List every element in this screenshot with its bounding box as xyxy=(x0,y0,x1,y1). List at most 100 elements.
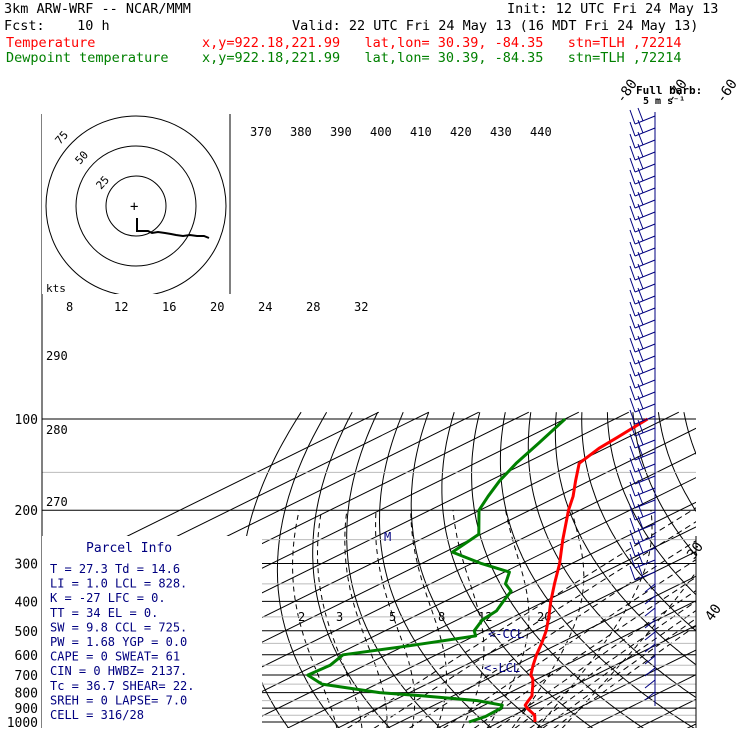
barb-shaft xyxy=(634,319,656,329)
parcel-info-row: K = -27 LFC = 0. xyxy=(50,591,166,605)
barb-shaft xyxy=(634,163,656,173)
wind-barb xyxy=(629,455,656,473)
wind-barb xyxy=(629,203,656,221)
wind-barb xyxy=(629,119,656,137)
pressure-tick-label: 400 xyxy=(15,595,38,610)
barb-shaft xyxy=(634,259,656,269)
barb-shaft xyxy=(634,403,656,413)
barb-flag xyxy=(629,493,636,509)
barb-flag xyxy=(637,539,644,554)
barb-flag xyxy=(637,107,644,122)
barb-flag xyxy=(629,373,636,389)
wind-barb xyxy=(629,443,656,461)
wind-barb xyxy=(644,655,656,665)
barb-flag xyxy=(629,553,636,569)
parcel-info-row: LI = 1.0 LCL = 828. xyxy=(50,577,187,591)
isotherm xyxy=(636,698,696,728)
barb-shaft xyxy=(634,535,656,545)
wind-barb xyxy=(644,583,656,593)
barb-flag xyxy=(629,433,636,449)
theta-label: 280 xyxy=(46,423,68,437)
moist-adiabat xyxy=(344,510,388,728)
moist-adiabat xyxy=(375,510,416,728)
wind-barb xyxy=(629,539,656,557)
wind-barb xyxy=(629,515,656,533)
barb-flag xyxy=(637,491,644,506)
valid-time: Valid: 22 UTC Fri 24 May 13 (16 MDT Fri … xyxy=(292,18,699,34)
parcel-info-row: Tc = 36.7 SHEAR= 22. xyxy=(50,679,195,693)
moist-adiabat xyxy=(410,510,447,728)
barb-flag xyxy=(637,323,644,338)
barb-flag xyxy=(637,551,644,566)
barb-flag xyxy=(637,203,644,218)
barb-flag xyxy=(637,179,644,194)
wind-barb xyxy=(629,395,656,413)
wind-barb xyxy=(644,619,656,629)
pressure-tick-label: 300 xyxy=(15,558,38,573)
temperature-location: x,y=922.18,221.99 lat,lon= 30.39, -84.35… xyxy=(202,35,682,51)
barb-shaft xyxy=(634,343,656,353)
wind-barb xyxy=(629,419,656,437)
hodograph-units: kts xyxy=(46,282,66,295)
barb-flag xyxy=(637,131,644,146)
barb-flag xyxy=(629,109,636,125)
wind-barb xyxy=(629,215,656,233)
mixing-ratio-label: 8 xyxy=(438,610,445,624)
mixing-ratio-label: 2 xyxy=(298,610,305,624)
barb-shaft xyxy=(634,175,656,185)
barb-shaft xyxy=(634,439,656,449)
barb-shaft xyxy=(634,487,656,497)
mixing-ratio-label: 20 xyxy=(210,300,224,314)
barb-flag xyxy=(629,445,636,461)
isotherm-label: -60 xyxy=(713,76,740,106)
theta-label: 390 xyxy=(330,125,352,139)
wind-barb xyxy=(629,479,656,497)
barb-shaft xyxy=(634,115,656,125)
pressure-tick-label: 700 xyxy=(15,669,38,684)
barb-flag xyxy=(629,529,636,545)
hodograph-panel xyxy=(42,114,230,294)
model-title: 3km ARW-WRF -- NCAR/MMM xyxy=(4,1,191,17)
pressure-tick-label: 600 xyxy=(15,649,38,664)
parcel-info-row: TT = 34 EL = 0. xyxy=(50,606,158,620)
pressure-tick-label: 100 xyxy=(15,413,38,428)
barb-flag xyxy=(629,193,636,209)
barb-shaft xyxy=(644,607,656,617)
mixing-ratio-line xyxy=(373,521,696,728)
barb-flag xyxy=(637,191,644,206)
dry-adiabat xyxy=(499,412,695,728)
theta-label: 400 xyxy=(370,125,392,139)
barb-flag xyxy=(637,215,644,230)
wind-barb xyxy=(629,167,656,185)
parcel-info-rows: T = 27.3 Td = 14.6LI = 1.0 LCL = 828.K =… xyxy=(50,562,195,722)
annotation-melting: M xyxy=(384,530,391,544)
barb-flag xyxy=(637,359,644,374)
barb-flag xyxy=(637,479,644,494)
barb-flag xyxy=(629,157,636,173)
barb-shaft xyxy=(644,691,656,701)
temperature-profile xyxy=(523,417,649,723)
hodograph-trace xyxy=(136,218,210,239)
barb-flag xyxy=(629,133,636,149)
hodograph-center-mark: + xyxy=(130,199,138,215)
hodograph-ring-25 xyxy=(105,175,167,237)
barb-flag xyxy=(629,349,636,365)
isotherm xyxy=(486,624,696,728)
mixing-ratio-label: 28 xyxy=(306,300,320,314)
barb-shaft xyxy=(634,331,656,341)
isotherm xyxy=(386,575,696,728)
dry-adiabat xyxy=(710,412,740,728)
barb-shaft xyxy=(644,595,656,605)
wind-barb xyxy=(629,347,656,365)
parcel-info-row: SREH = 0 LAPSE= 7.0 xyxy=(50,693,187,707)
barb-flag xyxy=(629,241,636,257)
wind-barb xyxy=(644,691,656,701)
barb-flag xyxy=(637,239,644,254)
barb-shaft xyxy=(634,499,656,509)
dewpoint-profile xyxy=(306,417,567,724)
barb-shaft xyxy=(634,283,656,293)
wind-barb xyxy=(629,299,656,317)
dewpoint-series-name: Dewpoint temperature xyxy=(6,50,169,66)
barb-flag xyxy=(637,143,644,158)
barb-flag xyxy=(629,409,636,425)
